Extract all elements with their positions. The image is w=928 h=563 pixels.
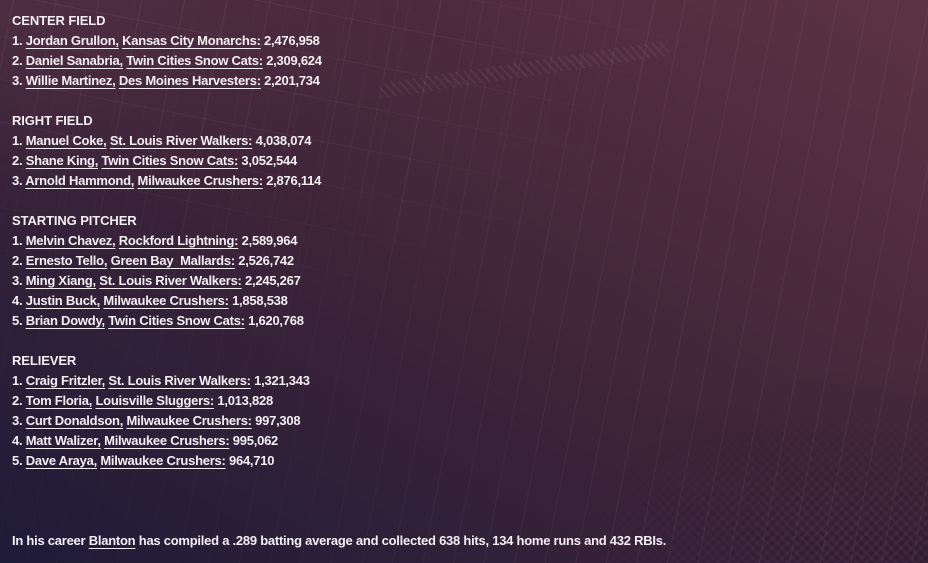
- section-reliever: RELIEVER 1. Craig Fritzler, St. Louis Ri…: [12, 351, 914, 471]
- player-link[interactable]: Brian Dowdy,: [25, 313, 105, 328]
- entry-rank: 3.: [12, 173, 23, 188]
- player-link[interactable]: Tom Floria,: [25, 393, 93, 408]
- team-link[interactable]: St. Louis River Walkers:: [109, 133, 253, 148]
- player-link[interactable]: Justin Buck,: [25, 293, 101, 308]
- team-link[interactable]: Milwaukee Crushers:: [104, 433, 230, 448]
- news-ticker-line: In his career Blanton has compiled a .28…: [12, 531, 914, 551]
- entry-rank: 2.: [12, 393, 23, 408]
- team-link[interactable]: Milwaukee Crushers:: [103, 293, 229, 308]
- player-link[interactable]: Manuel Coke,: [25, 133, 107, 148]
- leaderboard-entry: 2. Tom Floria, Louisville Sluggers: 1,01…: [12, 391, 914, 411]
- leaderboard-entry: 3. Curt Donaldson, Milwaukee Crushers: 9…: [12, 411, 914, 431]
- team-link[interactable]: Green Bay Mallards:: [110, 253, 236, 268]
- vote-count: 3,052,544: [241, 153, 297, 168]
- leaderboard-entry: 3. Willie Martinez, Des Moines Harvester…: [12, 71, 914, 91]
- team-link[interactable]: Rockford Lightning:: [118, 233, 239, 248]
- player-link[interactable]: Dave Araya,: [25, 453, 97, 468]
- entry-rank: 3.: [12, 273, 23, 288]
- section-starting-pitcher: STARTING PITCHER 1. Melvin Chavez, Rockf…: [12, 211, 914, 331]
- section-right-field: RIGHT FIELD 1. Manuel Coke, St. Louis Ri…: [12, 111, 914, 191]
- team-link[interactable]: Des Moines Harvesters:: [118, 73, 261, 88]
- vote-count: 4,038,074: [255, 133, 312, 148]
- entry-rank: 5.: [12, 313, 23, 328]
- news-text-suffix: has compiled a .289 batting average and …: [138, 533, 667, 548]
- entry-rank: 4.: [12, 293, 23, 308]
- news-text-prefix: In his career: [12, 533, 86, 548]
- player-link[interactable]: Ming Xiang,: [25, 273, 96, 288]
- vote-count: 2,876,114: [266, 173, 322, 188]
- vote-count: 997,308: [255, 413, 301, 428]
- leaderboard-entry: 2. Shane King, Twin Cities Snow Cats: 3,…: [12, 151, 914, 171]
- entry-rank: 4.: [12, 433, 23, 448]
- vote-count: 2,589,964: [241, 233, 298, 248]
- entry-rank: 3.: [12, 73, 23, 88]
- vote-count: 2,201,734: [264, 73, 320, 88]
- vote-count: 2,526,742: [238, 253, 294, 268]
- entry-rank: 1.: [12, 33, 23, 48]
- leaderboard-entry: 5. Brian Dowdy, Twin Cities Snow Cats: 1…: [12, 311, 914, 331]
- vote-count: 1,013,828: [217, 393, 273, 408]
- team-link[interactable]: Twin Cities Snow Cats:: [108, 313, 245, 328]
- team-link[interactable]: Louisville Sluggers:: [95, 393, 214, 408]
- vote-count: 2,245,267: [245, 273, 301, 288]
- section-title: RELIEVER: [12, 353, 77, 368]
- entry-rank: 2.: [12, 153, 23, 168]
- leaderboard-entry: 3. Ming Xiang, St. Louis River Walkers: …: [12, 271, 914, 291]
- leaderboard-entry: 5. Dave Araya, Milwaukee Crushers: 964,7…: [12, 451, 914, 471]
- team-link[interactable]: Kansas City Monarchs:: [122, 33, 261, 48]
- vote-count: 1,321,343: [254, 373, 310, 388]
- player-link[interactable]: Daniel Sanabria,: [25, 53, 123, 68]
- leaderboard-entry: 3. Arnold Hammond, Milwaukee Crushers: 2…: [12, 171, 914, 191]
- player-link[interactable]: Melvin Chavez,: [25, 233, 116, 248]
- leaderboard-entry: 4. Justin Buck, Milwaukee Crushers: 1,85…: [12, 291, 914, 311]
- leaderboard-entry: 1. Melvin Chavez, Rockford Lightning: 2,…: [12, 231, 914, 251]
- team-link[interactable]: Milwaukee Crushers:: [137, 173, 264, 188]
- player-link[interactable]: Willie Martinez,: [25, 73, 116, 88]
- entry-rank: 3.: [12, 413, 23, 428]
- team-link[interactable]: St. Louis River Walkers:: [99, 273, 242, 288]
- leaderboard-entry: 4. Matt Walizer, Milwaukee Crushers: 995…: [12, 431, 914, 451]
- player-link[interactable]: Blanton: [88, 533, 136, 548]
- player-link[interactable]: Arnold Hammond,: [25, 173, 135, 188]
- vote-count: 964,710: [228, 453, 275, 468]
- entry-rank: 2.: [12, 253, 23, 268]
- section-title: CENTER FIELD: [12, 13, 106, 28]
- leaderboard-entry: 1. Manuel Coke, St. Louis River Walkers:…: [12, 131, 914, 151]
- player-link[interactable]: Ernesto Tello,: [25, 253, 108, 268]
- vote-count: 2,476,958: [264, 33, 320, 48]
- player-link[interactable]: Matt Walizer,: [25, 433, 101, 448]
- entry-rank: 5.: [12, 453, 23, 468]
- player-link[interactable]: Jordan Grullon,: [25, 33, 119, 48]
- vote-count: 1,620,768: [248, 313, 304, 328]
- team-link[interactable]: Twin Cities Snow Cats:: [101, 153, 239, 168]
- player-link[interactable]: Craig Fritzler,: [25, 373, 106, 388]
- vote-count: 995,062: [232, 433, 279, 448]
- leaderboard-entry: 2. Daniel Sanabria, Twin Cities Snow Cat…: [12, 51, 914, 71]
- team-link[interactable]: Milwaukee Crushers:: [126, 413, 252, 428]
- team-link[interactable]: St. Louis River Walkers:: [108, 373, 251, 388]
- entry-rank: 1.: [12, 233, 23, 248]
- vote-count: 1,858,538: [232, 293, 288, 308]
- entry-rank: 2.: [12, 53, 23, 68]
- team-link[interactable]: Twin Cities Snow Cats:: [126, 53, 263, 68]
- section-title: RIGHT FIELD: [12, 113, 93, 128]
- section-center-field: CENTER FIELD 1. Jordan Grullon, Kansas C…: [12, 11, 914, 91]
- vote-count: 2,309,624: [266, 53, 322, 68]
- player-link[interactable]: Shane King,: [25, 153, 99, 168]
- entry-rank: 1.: [12, 373, 23, 388]
- section-title: STARTING PITCHER: [12, 213, 137, 228]
- leaderboard-entry: 1. Jordan Grullon, Kansas City Monarchs:…: [12, 31, 914, 51]
- leaderboard-entry: 1. Craig Fritzler, St. Louis River Walke…: [12, 371, 914, 391]
- player-link[interactable]: Curt Donaldson,: [25, 413, 124, 428]
- entry-rank: 1.: [12, 133, 23, 148]
- team-link[interactable]: Milwaukee Crushers:: [100, 453, 226, 468]
- leaderboard-entry: 2. Ernesto Tello, Green Bay Mallards: 2,…: [12, 251, 914, 271]
